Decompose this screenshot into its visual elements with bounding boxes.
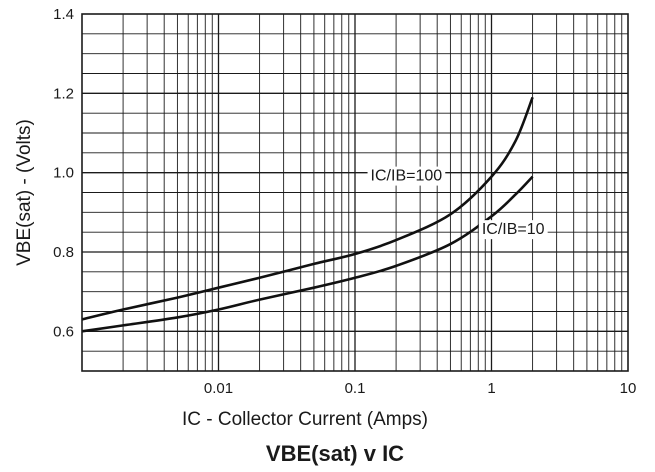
plot-frame: [81, 13, 629, 372]
curves: [81, 96, 534, 333]
x-tick-labels: 0.01 0.1 1 10: [204, 380, 636, 397]
chart-title: VBE(sat) v IC: [266, 441, 404, 466]
x-axis-label: IC - Collector Current (Amps): [182, 409, 428, 430]
series-label: IC/IB=10: [482, 221, 545, 238]
series-line-ic-ib-100: [81, 96, 534, 321]
y-tick-label: 1.2: [53, 85, 74, 102]
series-labels: IC/IB=100 IC/IB=10: [367, 166, 548, 240]
y-tick-label: 1.4: [53, 6, 74, 23]
series-label: IC/IB=100: [371, 168, 443, 185]
x-tick-label: 10: [620, 380, 637, 397]
y-tick-label: 1.0: [53, 165, 74, 182]
x-tick-label: 0.1: [345, 380, 366, 397]
x-tick-label: 0.01: [204, 380, 233, 397]
series-line-ic-ib-10: [81, 175, 534, 333]
series-label-background: [367, 166, 446, 186]
series-label-background: [478, 220, 548, 240]
y-tick-label: 0.6: [53, 323, 74, 340]
y-tick-label: 0.8: [53, 244, 74, 261]
x-tick-label: 1: [487, 380, 495, 397]
y-axis-label: VBE(sat) - (Volts): [14, 119, 35, 266]
y-tick-labels: 0.6 0.8 1.0 1.2 1.4: [53, 6, 74, 340]
grid: [82, 14, 628, 371]
